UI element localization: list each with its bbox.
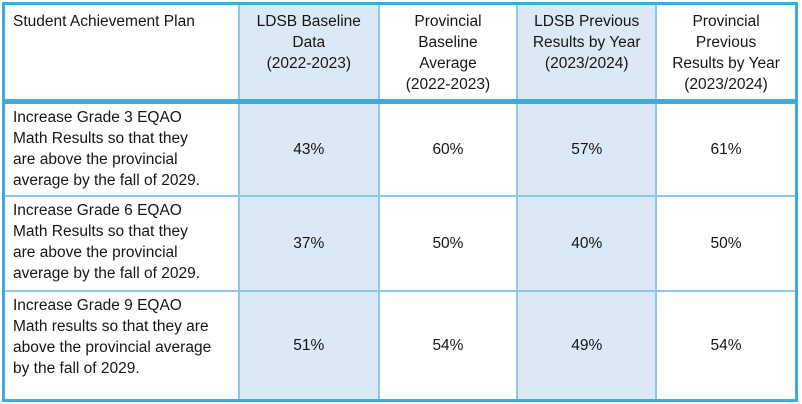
grade-6-ldsb-previous-value: 40% [516,195,658,292]
grade-3-ldsb-baseline-value: 43% [238,100,380,197]
grade-6-provincial-baseline-value: 50% [377,195,519,292]
grade-6-provincial-previous-value: 50% [655,195,798,292]
header-student-achievement-plan: Student Achievement Plan [2,2,241,104]
goal-grade-6: Increase Grade 6 EQAO Math Results so th… [2,195,241,292]
goal-grade-3: Increase Grade 3 EQAO Math Results so th… [2,100,241,197]
table-row-grade-3: Increase Grade 3 EQAO Math Results so th… [2,100,798,197]
header-row: Student Achievement Plan LDSB Baseline D… [2,2,798,104]
table-row-grade-6: Increase Grade 6 EQAO Math Results so th… [2,195,798,292]
grade-6-ldsb-baseline-value: 37% [238,195,380,292]
table-row-grade-9: Increase Grade 9 EQAO Math results so th… [2,290,798,401]
grade-9-provincial-baseline-value: 54% [377,290,519,401]
grade-9-ldsb-previous-value: 49% [516,290,658,401]
grade-9-provincial-previous-value: 54% [655,290,798,401]
header-ldsb-baseline-data: LDSB Baseline Data (2022-2023) [238,2,380,104]
goal-grade-9: Increase Grade 9 EQAO Math results so th… [2,290,241,401]
grade-3-ldsb-previous-value: 57% [516,100,658,197]
grade-9-ldsb-baseline-value: 51% [238,290,380,401]
grade-3-provincial-baseline-value: 60% [377,100,519,197]
header-ldsb-previous-results: LDSB Previous Results by Year (2023/2024… [516,2,658,104]
header-provincial-previous-results: Provincial Previous Results by Year (202… [655,2,798,104]
header-provincial-baseline-average: Provincial Baseline Average (2022-2023) [377,2,519,104]
grade-3-provincial-previous-value: 61% [655,100,798,197]
